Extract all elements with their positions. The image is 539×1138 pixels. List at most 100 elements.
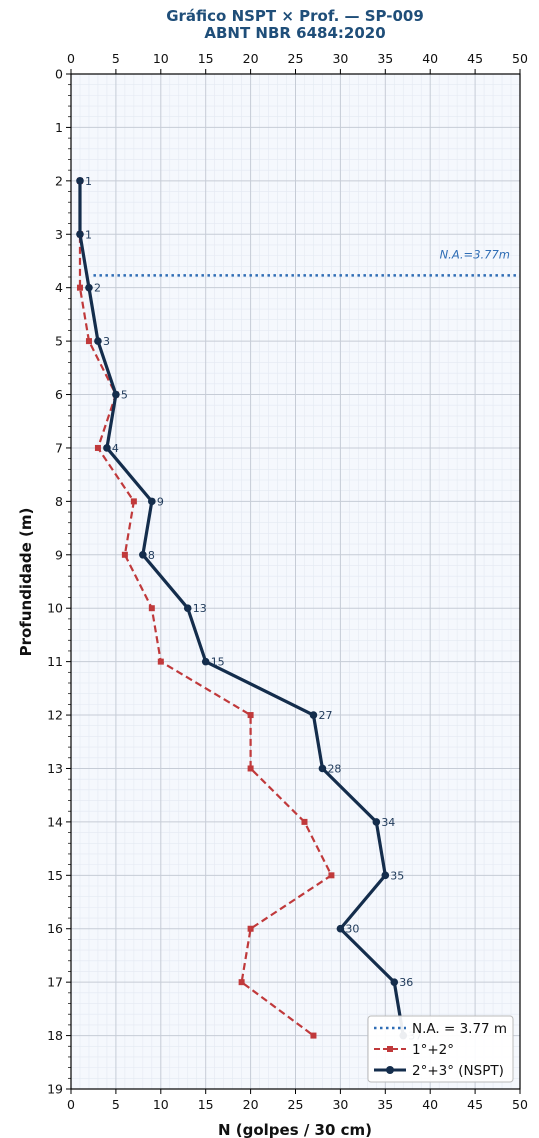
series-2-marker xyxy=(372,818,381,826)
y-tick-label: 8 xyxy=(55,494,63,509)
series-1-marker xyxy=(121,551,128,558)
y-tick-label: 19 xyxy=(47,1082,63,1097)
legend-marker-series-1 xyxy=(387,1046,393,1052)
x-tick-label-top: 40 xyxy=(422,51,438,66)
series-2-data-label: 13 xyxy=(193,602,207,615)
series-2-marker xyxy=(183,604,192,613)
series-2-data-label: 34 xyxy=(381,816,395,829)
series-1-marker xyxy=(247,712,254,719)
y-tick-label: 12 xyxy=(47,708,63,723)
y-tick-label: 4 xyxy=(55,280,63,295)
water-level-label: N.A.=3.77m xyxy=(440,247,510,261)
series-1-marker xyxy=(247,925,254,932)
y-tick-label: 0 xyxy=(55,67,63,82)
series-2-data-label: 1 xyxy=(85,175,92,188)
x-tick-label-bottom: 40 xyxy=(422,1097,438,1112)
y-tick-label: 11 xyxy=(47,654,63,669)
ticks-layer: 0055101015152020252530303535404045455050… xyxy=(47,51,528,1112)
y-tick-label: 6 xyxy=(55,387,63,402)
x-tick-label-top: 20 xyxy=(243,51,259,66)
series-2-data-label: 9 xyxy=(157,495,164,508)
series-2-data-label: 27 xyxy=(318,709,332,722)
series-1-marker xyxy=(328,872,335,879)
x-tick-label-bottom: 45 xyxy=(467,1097,483,1112)
x-tick-label-top: 25 xyxy=(288,51,304,66)
series-2-marker xyxy=(390,978,399,986)
x-axis-label: N (golpes / 30 cm) xyxy=(218,1121,372,1138)
series-2-data-label: 5 xyxy=(121,389,128,402)
x-tick-label-bottom: 5 xyxy=(112,1097,120,1112)
x-tick-label-bottom: 30 xyxy=(332,1097,348,1112)
series-1-marker xyxy=(85,338,92,345)
x-tick-label-top: 50 xyxy=(512,51,528,66)
series-2-marker xyxy=(76,177,84,185)
series-2-data-label: 4 xyxy=(112,442,119,455)
x-tick-label-top: 15 xyxy=(198,51,214,66)
series-1-marker xyxy=(301,818,308,825)
y-tick-label: 16 xyxy=(47,921,63,936)
series-2-data-label: 8 xyxy=(148,549,155,562)
series-2-data-label: 35 xyxy=(390,869,404,882)
series-1-marker xyxy=(148,605,155,612)
y-tick-label: 7 xyxy=(55,440,63,455)
series-2-data-label: 2 xyxy=(94,282,101,295)
y-tick-label: 14 xyxy=(47,814,63,829)
series-2-marker xyxy=(309,711,318,719)
series-2-marker xyxy=(76,230,84,239)
x-tick-label-top: 30 xyxy=(332,51,348,66)
series-2-data-label: 3 xyxy=(103,335,110,348)
series-1-marker xyxy=(310,1032,317,1039)
y-tick-label: 18 xyxy=(47,1028,63,1043)
y-tick-label: 15 xyxy=(47,868,63,883)
y-tick-label: 17 xyxy=(47,975,63,990)
x-tick-label-bottom: 35 xyxy=(377,1097,393,1112)
y-tick-label: 9 xyxy=(55,547,63,562)
y-tick-label: 13 xyxy=(47,761,63,776)
series-2-marker xyxy=(148,497,156,506)
legend-marker-series-2 xyxy=(386,1066,394,1074)
chart-title: Gráfico NSPT × Prof. — SP-009 xyxy=(166,7,424,25)
series-1-marker xyxy=(238,979,245,986)
x-tick-label-top: 0 xyxy=(67,51,75,66)
y-tick-label: 5 xyxy=(55,334,63,349)
series-2-marker xyxy=(103,444,111,452)
series-2-marker xyxy=(139,550,147,559)
series-2-data-label: 36 xyxy=(399,976,413,989)
legend-box xyxy=(367,1015,514,1083)
y-axis-label: Profundidade (m) xyxy=(17,508,35,657)
series-1-marker xyxy=(157,658,164,665)
x-tick-label-bottom: 25 xyxy=(288,1097,304,1112)
series-2-data-label: 1 xyxy=(85,228,92,241)
legend-label-water-level: N.A. = 3.77 m xyxy=(412,1021,507,1037)
legend-label-series-1: 1°+2° xyxy=(412,1042,454,1058)
series-2-marker xyxy=(112,390,120,399)
x-tick-label-top: 45 xyxy=(467,51,483,66)
x-tick-label-bottom: 10 xyxy=(153,1097,169,1112)
series-1-marker xyxy=(247,765,254,772)
major-grid xyxy=(71,74,520,1089)
series-2-marker xyxy=(94,337,102,345)
series-1-marker xyxy=(94,444,101,451)
series-2-marker xyxy=(381,871,390,880)
series-1-marker xyxy=(130,498,137,505)
series-1-marker xyxy=(76,284,83,291)
legend-label-series-2: 2°+3° (NSPT) xyxy=(412,1063,504,1079)
chart-subtitle: ABNT NBR 6484:2020 xyxy=(204,24,385,42)
x-tick-label-bottom: 15 xyxy=(198,1097,214,1112)
y-tick-label: 3 xyxy=(55,227,63,242)
x-tick-label-bottom: 50 xyxy=(512,1097,528,1112)
y-tick-label: 2 xyxy=(55,173,63,188)
series-2-data-label: 15 xyxy=(211,656,225,669)
series-2-data-label: 28 xyxy=(327,762,341,775)
x-tick-label-bottom: 0 xyxy=(67,1097,75,1112)
series-2-marker xyxy=(85,283,93,292)
series-2-marker xyxy=(318,764,327,773)
y-tick-label: 1 xyxy=(55,120,63,135)
series-2-data-label: 30 xyxy=(345,923,359,936)
x-tick-label-top: 5 xyxy=(112,51,120,66)
legend: N.A. = 3.77 m 1°+2° 2°+3° (NSPT) xyxy=(367,1015,514,1083)
series-2-marker xyxy=(201,657,210,666)
x-tick-label-bottom: 20 xyxy=(243,1097,259,1112)
x-tick-label-top: 35 xyxy=(377,51,393,66)
